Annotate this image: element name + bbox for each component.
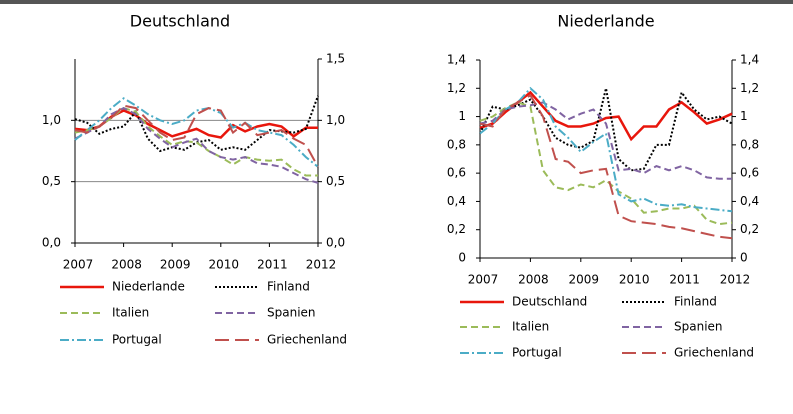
top-bar — [0, 0, 793, 4]
legend-label: Spanien — [674, 320, 723, 334]
y-tick-label: 0,4 — [447, 194, 466, 208]
x-tick-label: 2008 — [518, 273, 549, 287]
legend-label: Spanien — [267, 306, 316, 320]
series-line — [479, 88, 733, 172]
legend-label: Italien — [112, 306, 149, 320]
x-tick-label: 2011 — [669, 273, 700, 287]
y2-tick-label: 1 — [740, 109, 748, 123]
y-tick-label: 1 — [458, 109, 466, 123]
y2-tick-label: 1,4 — [740, 53, 759, 67]
series-line — [479, 101, 733, 226]
y2-tick-label: 0 — [740, 251, 748, 265]
x-tick-label: 2007 — [468, 273, 499, 287]
series-line — [479, 94, 733, 240]
y-tick-label: 0 — [458, 251, 466, 265]
y-tick-label: 1,4 — [447, 53, 466, 67]
y-tick-label: 0,0 — [42, 236, 61, 250]
y2-tick-label: 1,2 — [740, 81, 759, 95]
series-line — [74, 104, 319, 168]
y-tick-label: 0,6 — [447, 166, 466, 180]
y-tick-label: 0,2 — [447, 222, 466, 236]
x-tick-label: 2007 — [63, 258, 94, 272]
series-line — [479, 90, 733, 142]
series-line — [74, 97, 319, 168]
x-tick-label: 2012 — [306, 258, 337, 272]
y2-tick-label: 1,5 — [326, 52, 345, 66]
y-tick-label: 0,8 — [447, 137, 466, 151]
x-tick-label: 2012 — [720, 273, 751, 287]
legend-label: Portugal — [512, 346, 562, 360]
legend-label: Niederlande — [112, 280, 185, 294]
x-tick-label: 2011 — [257, 258, 288, 272]
legend-label: Finland — [674, 295, 717, 309]
y-tick-label: 1,2 — [447, 81, 466, 95]
x-tick-label: 2010 — [209, 258, 240, 272]
series-line — [74, 106, 319, 184]
series-line — [479, 86, 733, 213]
legend-label: Finland — [267, 280, 310, 294]
chart-title: Deutschland — [130, 12, 230, 31]
y2-tick-label: 0,6 — [740, 166, 759, 180]
y2-tick-label: 0,8 — [740, 137, 759, 151]
y-tick-label: 1,0 — [42, 113, 61, 127]
x-tick-label: 2008 — [111, 258, 142, 272]
y-tick-label: 0,5 — [42, 174, 61, 188]
legend-label: Griechenland — [674, 346, 754, 360]
legend-label: Italien — [512, 320, 549, 334]
y2-tick-label: 0,2 — [740, 222, 759, 236]
x-tick-label: 2009 — [160, 258, 191, 272]
legend-label: Deutschland — [512, 295, 587, 309]
y2-tick-label: 0,4 — [740, 194, 759, 208]
y2-tick-label: 0,0 — [326, 236, 345, 250]
y2-tick-label: 1,0 — [326, 113, 345, 127]
chart-title: Niederlande — [557, 12, 654, 31]
x-tick-label: 2010 — [619, 273, 650, 287]
legend-label: Portugal — [112, 333, 162, 347]
y2-tick-label: 0,5 — [326, 174, 345, 188]
x-tick-label: 2009 — [569, 273, 600, 287]
series-line — [479, 101, 732, 180]
legend-label: Griechenland — [267, 333, 347, 347]
series-line — [74, 95, 319, 153]
